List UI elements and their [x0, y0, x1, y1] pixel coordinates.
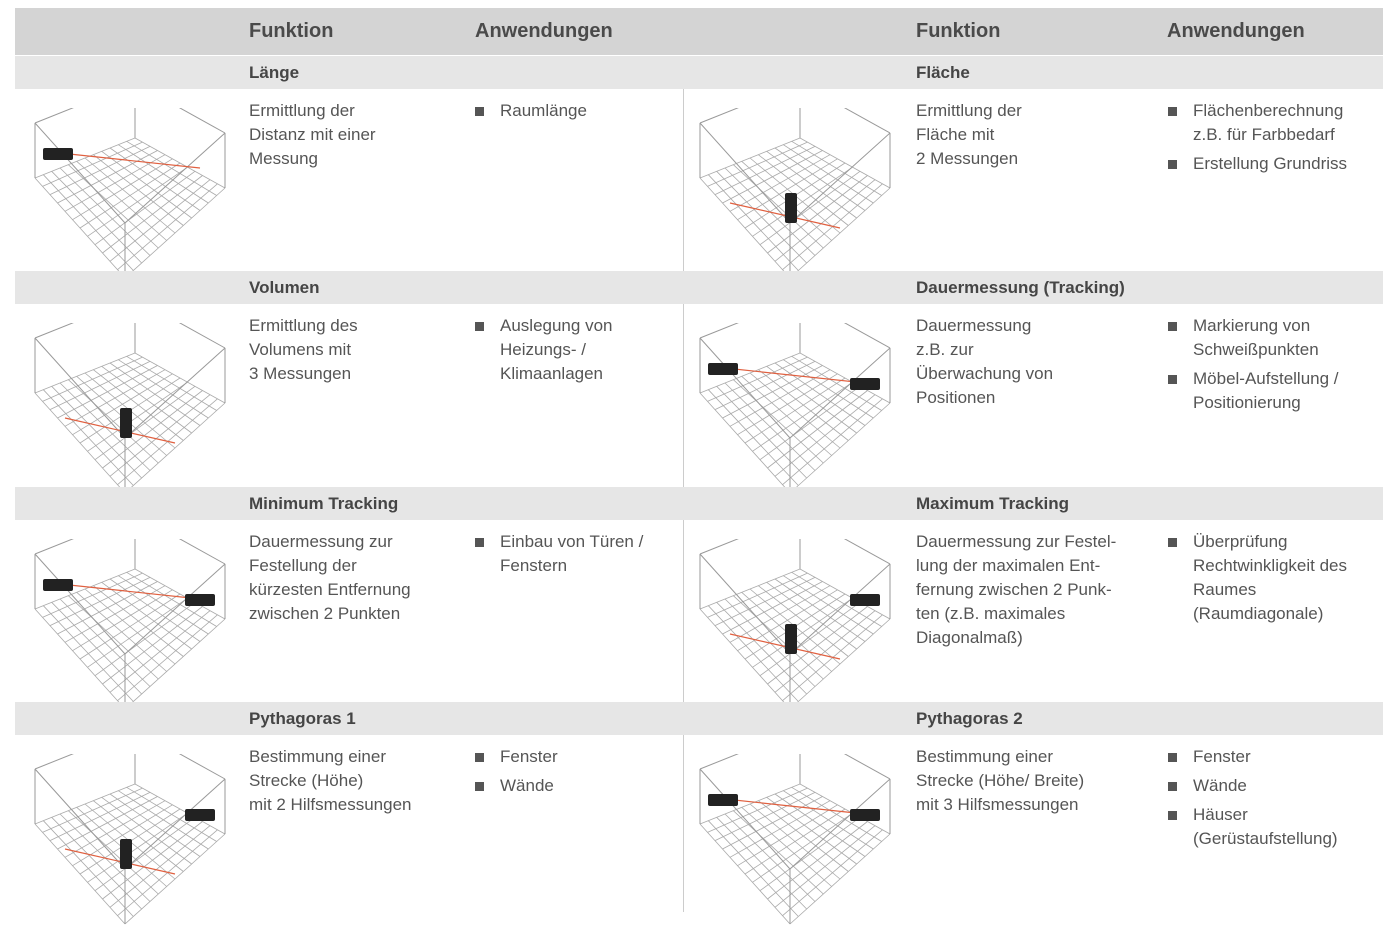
bullet [475, 107, 484, 116]
function-text: Bestimmung einer [249, 747, 387, 766]
function-text: mit 2 Hilfsmessungen [249, 795, 412, 814]
illustration [34, 539, 226, 710]
application-text: Möbel-Aufstellung / [1193, 369, 1339, 388]
bullet [1168, 811, 1177, 820]
illustration [34, 323, 226, 494]
function-text: Ermittlung des [249, 316, 358, 335]
bullet [1168, 107, 1177, 116]
page: Funktion Anwendungen Funktion Anwendunge… [15, 8, 1383, 925]
function-text: Ermittlung der [249, 101, 355, 120]
bullet [1168, 322, 1177, 331]
function-text: kürzesten Entfernung [249, 580, 411, 599]
function-text: Festellung der [249, 556, 357, 575]
application-text: Raumes [1193, 580, 1257, 599]
section-title: Fläche [916, 63, 970, 82]
bullet [1168, 782, 1177, 791]
application-text: Auslegung von [500, 316, 613, 335]
section-bar [15, 56, 1383, 89]
bullet [475, 322, 484, 331]
application-text: Wände [500, 776, 554, 795]
function-text: Diagonalmaß) [916, 628, 1023, 647]
application-text: (Raumdiagonale) [1193, 604, 1324, 623]
application-text: Schweißpunkten [1193, 340, 1319, 359]
section-title: Länge [249, 63, 300, 82]
section-bar [15, 702, 1383, 735]
illustration [34, 754, 226, 925]
section-title: Minimum Tracking [249, 494, 399, 513]
function-text: z.B. zur [916, 340, 974, 359]
section-bar [15, 487, 1383, 520]
function-text: 2 Messungen [916, 149, 1019, 168]
illustration [699, 108, 891, 279]
function-text: Dauermessung [916, 316, 1032, 335]
function-text: Überwachung von [916, 364, 1054, 383]
function-text: Dauermessung zur Festel- [916, 532, 1117, 551]
function-text: Fläche mit [916, 125, 995, 144]
section-title: Dauermessung (Tracking) [916, 278, 1125, 297]
application-text: Erstellung Grundriss [1193, 154, 1348, 173]
header-applications: Anwendungen [475, 20, 613, 42]
function-text: Ermittlung der [916, 101, 1022, 120]
function-text: mit 3 Hilfsmessungen [916, 795, 1079, 814]
bullet [1168, 753, 1177, 762]
bullet [1168, 375, 1177, 384]
section-title: Volumen [249, 278, 320, 297]
application-text: Rechtwinkligkeit des [1193, 556, 1348, 575]
application-text: Heizungs- / [500, 340, 586, 359]
illustration [699, 754, 891, 925]
application-text: Überprüfung [1193, 532, 1288, 551]
function-text: Strecke (Höhe) [249, 771, 364, 790]
section-title: Maximum Tracking [916, 494, 1070, 513]
bullet [1168, 160, 1177, 169]
section-title: Pythagoras 2 [916, 709, 1023, 728]
function-text: Distanz mit einer [249, 125, 376, 144]
application-text: Raumlänge [500, 101, 587, 120]
section-title: Pythagoras 1 [249, 709, 356, 728]
function-text: 3 Messungen [249, 364, 352, 383]
function-text: Bestimmung einer [916, 747, 1054, 766]
header-function: Funktion [916, 20, 1001, 42]
application-text: (Gerüstaufstellung) [1193, 829, 1338, 848]
function-text: lung der maximalen Ent- [916, 556, 1101, 575]
header-applications: Anwendungen [1167, 20, 1305, 42]
illustration [34, 108, 226, 279]
application-text: Einbau von Türen / [500, 532, 644, 551]
function-text: zwischen 2 Punkten [249, 604, 401, 623]
function-text: Dauermessung zur [249, 532, 393, 551]
header-function: Funktion [249, 20, 334, 42]
bullet [475, 782, 484, 791]
function-text: Strecke (Höhe/ Breite) [916, 771, 1085, 790]
illustration [699, 323, 891, 494]
application-text: z.B. für Farbbedarf [1193, 125, 1335, 144]
application-text: Häuser [1193, 805, 1248, 824]
section-bar [15, 271, 1383, 304]
function-text: ten (z.B. maximales [916, 604, 1066, 623]
application-text: Fenster [1193, 747, 1251, 766]
application-text: Wände [1193, 776, 1247, 795]
function-text: Volumens mit [249, 340, 352, 359]
function-text: Positionen [916, 388, 996, 407]
application-text: Klimaanlagen [500, 364, 604, 383]
application-text: Flächenberechnung [1193, 101, 1344, 120]
bullet [475, 538, 484, 547]
application-text: Fenstern [500, 556, 568, 575]
application-text: Markierung von [1193, 316, 1311, 335]
application-text: Positionierung [1193, 393, 1301, 412]
function-text: Messung [249, 149, 318, 168]
application-text: Fenster [500, 747, 558, 766]
bullet [475, 753, 484, 762]
bullet [1168, 538, 1177, 547]
header-bar [15, 8, 1383, 55]
illustration [699, 539, 891, 710]
function-text: fernung zwischen 2 Punk- [916, 580, 1112, 599]
